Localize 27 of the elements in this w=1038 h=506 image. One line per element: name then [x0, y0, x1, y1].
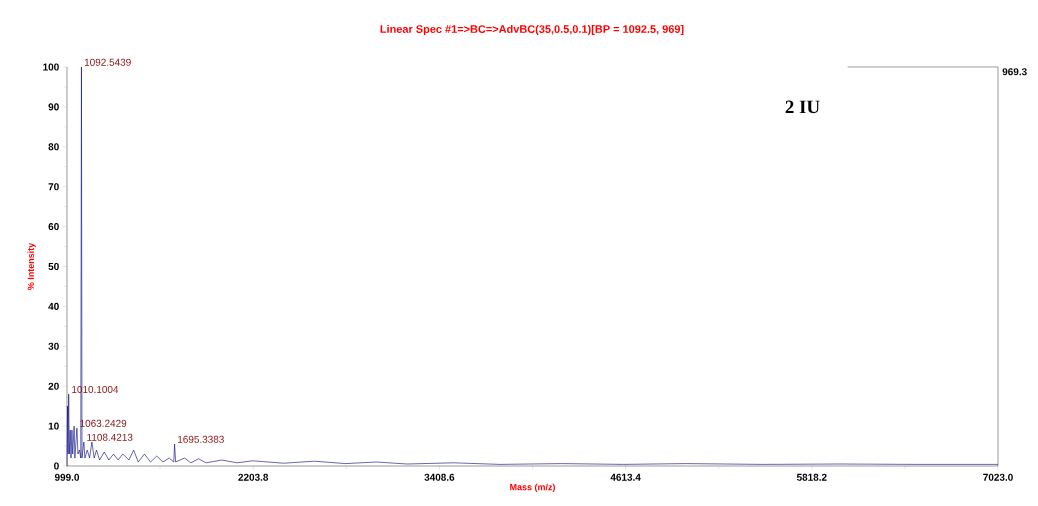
annotation: 1108.4213 [87, 433, 133, 441]
y-tick-label: 80 [48, 143, 59, 151]
y-tick-label: 50 [48, 262, 59, 271]
y-tick-label: 70 [48, 183, 59, 191]
y-axis-title: % Intensity [27, 242, 36, 290]
y-tick-label: 30 [48, 342, 59, 350]
y-tick-label: 20 [48, 382, 59, 390]
annotation: 1092.5439 [84, 58, 131, 66]
y-tick-label: 100 [43, 63, 59, 71]
x-tick-label: 999.0 [54, 473, 80, 481]
y-tick-label: 60 [48, 223, 59, 231]
annotation: 1695.3383 [178, 435, 224, 443]
x-axis-title: Mass (m/z) [510, 483, 555, 493]
annotation: 1063.2429 [80, 419, 127, 427]
y-tick-label: 10 [48, 422, 59, 430]
line-series [66, 66, 999, 467]
annotation: 2 IU [785, 100, 820, 114]
text: 969.3 [1002, 68, 1027, 76]
chart-title: Linear Spec #1=>BC=>AdvBC(35,0.5,0.1)[BP = 1092.5, 969] [380, 24, 684, 36]
y-tick-label: 40 [48, 302, 59, 310]
y-tick-label: 0 [54, 462, 59, 470]
y-tick-label: 90 [48, 103, 59, 111]
x-tick-label: 5818.2 [796, 473, 827, 481]
x-tick-label: 3408.6 [424, 473, 455, 481]
x-tick-label: 2203.8 [238, 473, 269, 481]
x-tick-label: 7023.0 [983, 473, 1013, 481]
x-tick-label: 4613.4 [610, 473, 641, 481]
